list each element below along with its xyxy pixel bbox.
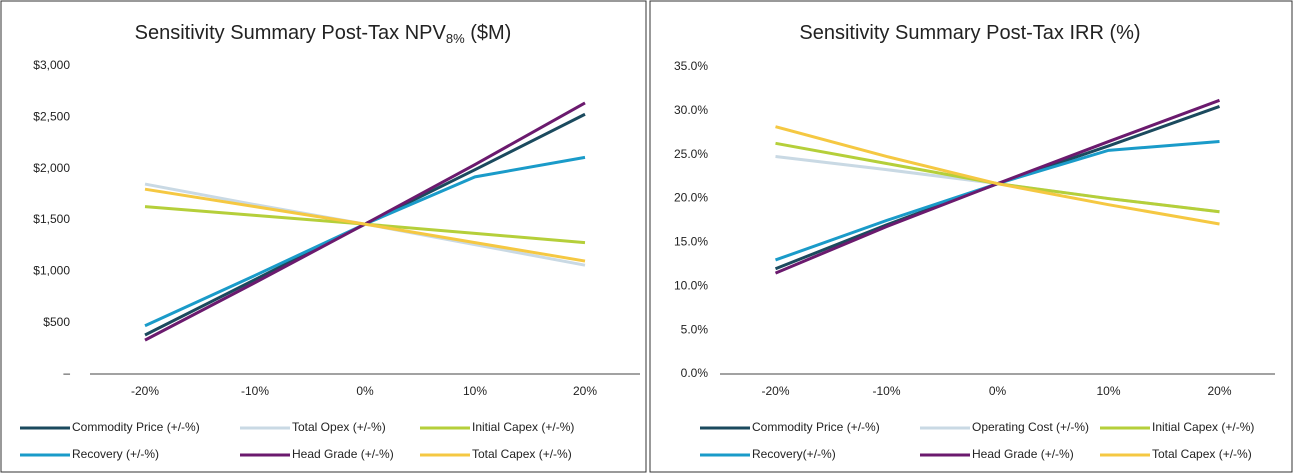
title-text: Sensitivity Summary Post-Tax NPV <box>135 22 447 44</box>
legend-label: Operating Cost (+/-%) <box>972 420 1089 434</box>
x-tick-label: 0% <box>356 384 374 398</box>
y-tick-label: 20.0% <box>674 191 708 205</box>
legend-label: Total Capex (+/-%) <box>472 447 572 461</box>
series-line <box>144 101 586 342</box>
panel-border <box>0 0 647 473</box>
x-tick-label: -20% <box>131 384 159 398</box>
x-tick-label: 0% <box>989 384 1007 398</box>
legend-label: Head Grade (+/-%) <box>972 447 1074 461</box>
title-suffix: ($M) <box>465 22 512 44</box>
y-tick-label: $1,000 <box>33 264 70 278</box>
legend-label: Commodity Price (+/-%) <box>752 420 880 434</box>
chart-title: Sensitivity Summary Post-Tax IRR (%) <box>799 22 1140 44</box>
series-line <box>774 98 1221 275</box>
legend-label: Initial Capex (+/-%) <box>472 420 574 434</box>
y-tick-label: 15.0% <box>674 235 708 249</box>
legend-label: Commodity Price (+/-%) <box>72 420 200 434</box>
y-tick-label: 0.0% <box>681 366 709 380</box>
x-tick-label: -20% <box>761 384 789 398</box>
y-tick-label: 25.0% <box>674 147 708 161</box>
y-tick-label: $2,000 <box>33 161 70 175</box>
series-line <box>775 141 1220 214</box>
y-tick-label: 30.0% <box>674 103 708 117</box>
series-line <box>775 125 1220 226</box>
y-tick-label: $3,000 <box>33 58 70 72</box>
legend-label: Recovery (+/-%) <box>72 447 159 461</box>
y-tick-label: – <box>63 366 70 380</box>
x-tick-label: 20% <box>1207 384 1231 398</box>
legend-label: Total Capex (+/-%) <box>1152 447 1252 461</box>
title-text: Sensitivity Summary Post-Tax IRR (%) <box>799 22 1140 44</box>
x-tick-label: 10% <box>463 384 487 398</box>
legend-label: Recovery(+/-%) <box>752 447 836 461</box>
series-line <box>144 187 586 263</box>
legend-label: Total Opex (+/-%) <box>292 420 386 434</box>
y-tick-label: 10.0% <box>674 278 708 292</box>
y-tick-label: $2,500 <box>33 110 70 124</box>
x-tick-label: -10% <box>872 384 900 398</box>
panel-border <box>649 0 1293 473</box>
y-tick-label: 35.0% <box>674 59 708 73</box>
title-subscript: 8% <box>446 31 465 46</box>
x-tick-label: 10% <box>1096 384 1120 398</box>
x-tick-label: 20% <box>573 384 597 398</box>
y-tick-label: 5.0% <box>681 322 709 336</box>
y-tick-label: $1,500 <box>33 212 70 226</box>
chart-title: Sensitivity Summary Post-Tax NPV8% ($M) <box>135 22 512 46</box>
legend-label: Head Grade (+/-%) <box>292 447 394 461</box>
legend-label: Initial Capex (+/-%) <box>1152 420 1254 434</box>
x-tick-label: -10% <box>241 384 269 398</box>
y-tick-label: $500 <box>43 315 70 329</box>
